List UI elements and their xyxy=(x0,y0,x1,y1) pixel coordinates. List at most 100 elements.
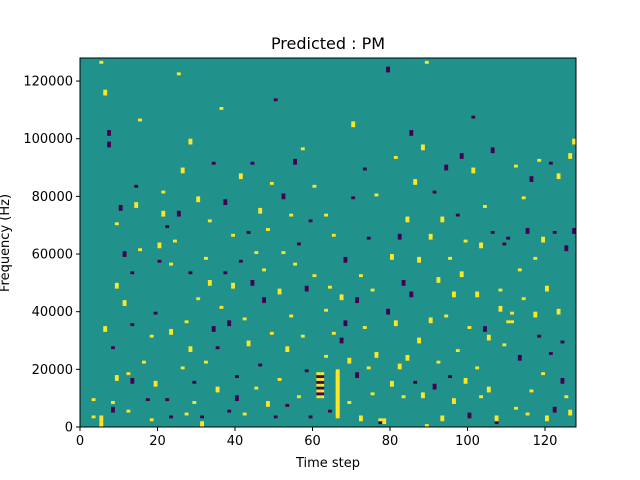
heatmap-cell xyxy=(153,380,158,387)
heatmap-cell xyxy=(180,366,185,370)
heatmap-cell xyxy=(331,233,336,237)
heatmap-cell xyxy=(161,210,166,217)
heatmap-cell xyxy=(413,179,418,185)
heatmap-cell xyxy=(173,239,177,243)
y-tick-label: 40000 xyxy=(32,305,73,320)
heatmap-cell xyxy=(397,233,402,240)
heatmap-cell xyxy=(262,268,267,272)
y-axis: 0 20000 40000 60000 80000 100000 120000 xyxy=(23,75,80,436)
heatmap-cell xyxy=(374,193,379,197)
heatmap-cell xyxy=(424,60,429,64)
heatmap-cell xyxy=(537,334,542,338)
y-tick-label: 100000 xyxy=(23,132,73,147)
heatmap-cell xyxy=(269,181,274,185)
heatmap-cell xyxy=(339,337,344,344)
heatmap-cell xyxy=(359,415,363,422)
heatmap-cell xyxy=(285,403,290,407)
heatmap-cell xyxy=(122,300,127,306)
heatmap-cell xyxy=(533,311,538,318)
heatmap-cell xyxy=(339,294,344,301)
heatmap-cell xyxy=(320,375,325,378)
heatmap-cell xyxy=(107,130,112,136)
y-tick-label: 60000 xyxy=(32,248,73,263)
heatmap-cell xyxy=(316,395,321,399)
heatmap-cell xyxy=(207,279,212,286)
heatmap-cell xyxy=(215,346,220,350)
heatmap-cell xyxy=(324,354,329,358)
heatmap-cell xyxy=(421,392,425,399)
heatmap-cell xyxy=(351,196,356,200)
heatmap-cell xyxy=(386,308,391,315)
heatmap-cell xyxy=(328,285,332,289)
heatmap-cell xyxy=(455,349,460,353)
heatmap-cell xyxy=(386,66,391,73)
heatmap-cell xyxy=(223,199,228,206)
heatmap-cell xyxy=(382,421,387,425)
heatmap-cell xyxy=(498,288,503,292)
heatmap-cell xyxy=(316,383,321,387)
heatmap-cell xyxy=(196,196,201,203)
heatmap-cell xyxy=(293,262,298,266)
heatmap-cell xyxy=(107,141,112,148)
heatmap-cell xyxy=(308,219,313,223)
heatmap-cell xyxy=(409,291,414,298)
heatmap-cell xyxy=(359,274,363,278)
heatmap-cell xyxy=(413,380,418,384)
heatmap-cell xyxy=(238,173,243,180)
heatmap-cell xyxy=(277,288,282,295)
heatmap-cell xyxy=(250,161,255,165)
heatmap-cell xyxy=(114,282,119,289)
heatmap-cell xyxy=(525,412,530,416)
heatmap-cell xyxy=(529,389,534,393)
heatmap-cell xyxy=(486,334,491,341)
x-tick-label: 60 xyxy=(304,434,321,449)
heatmap-cell xyxy=(355,372,360,378)
heatmap-cell xyxy=(316,375,321,378)
heatmap-cell xyxy=(417,256,422,263)
heatmap-cell xyxy=(149,334,154,338)
heatmap-cell xyxy=(510,311,515,315)
heatmap-cell xyxy=(347,401,352,404)
heatmap-cell xyxy=(176,210,181,217)
heatmap-cell xyxy=(118,205,123,211)
heatmap-cell xyxy=(320,395,325,399)
heatmap-cell xyxy=(153,311,158,315)
heatmap-cell xyxy=(300,334,305,338)
heatmap-cell xyxy=(564,395,569,399)
heatmap-cell xyxy=(440,216,445,223)
heatmap-cell xyxy=(111,346,115,350)
heatmap-cell xyxy=(572,138,577,145)
heatmap-cell xyxy=(242,412,247,416)
heatmap-cell xyxy=(324,213,329,217)
heatmap-cell xyxy=(262,297,267,304)
heatmap-cell xyxy=(401,395,406,399)
heatmap-cell xyxy=(316,386,321,390)
heatmap-cell xyxy=(196,297,201,301)
heatmap-cell xyxy=(335,372,340,378)
heatmap-cell xyxy=(556,173,561,180)
heatmap-cell xyxy=(440,415,445,422)
heatmap-cell xyxy=(165,225,170,229)
heatmap-cell xyxy=(510,320,515,324)
heatmap-cell xyxy=(560,377,565,384)
heatmap-cell xyxy=(548,161,553,165)
heatmap-cell xyxy=(467,412,472,419)
heatmap-cell xyxy=(320,392,325,396)
heatmap-cell xyxy=(324,308,329,312)
heatmap-background xyxy=(80,58,576,427)
heatmap-cell xyxy=(331,331,336,335)
heatmap-cell xyxy=(490,147,495,154)
heatmap-cell xyxy=(188,138,193,145)
heatmap-cell xyxy=(483,326,487,332)
heatmap-cell xyxy=(227,409,232,413)
x-tick-label: 40 xyxy=(227,434,244,449)
heatmap-cell xyxy=(246,230,251,234)
y-tick-label: 120000 xyxy=(23,75,73,90)
heatmap-cell xyxy=(564,245,569,252)
heatmap-cell xyxy=(471,115,476,119)
heatmap-cell xyxy=(316,389,321,393)
heatmap-cell xyxy=(545,415,549,422)
heatmap-cell xyxy=(122,251,127,257)
heatmap-cell xyxy=(335,392,340,399)
heatmap-cell xyxy=(103,89,108,96)
